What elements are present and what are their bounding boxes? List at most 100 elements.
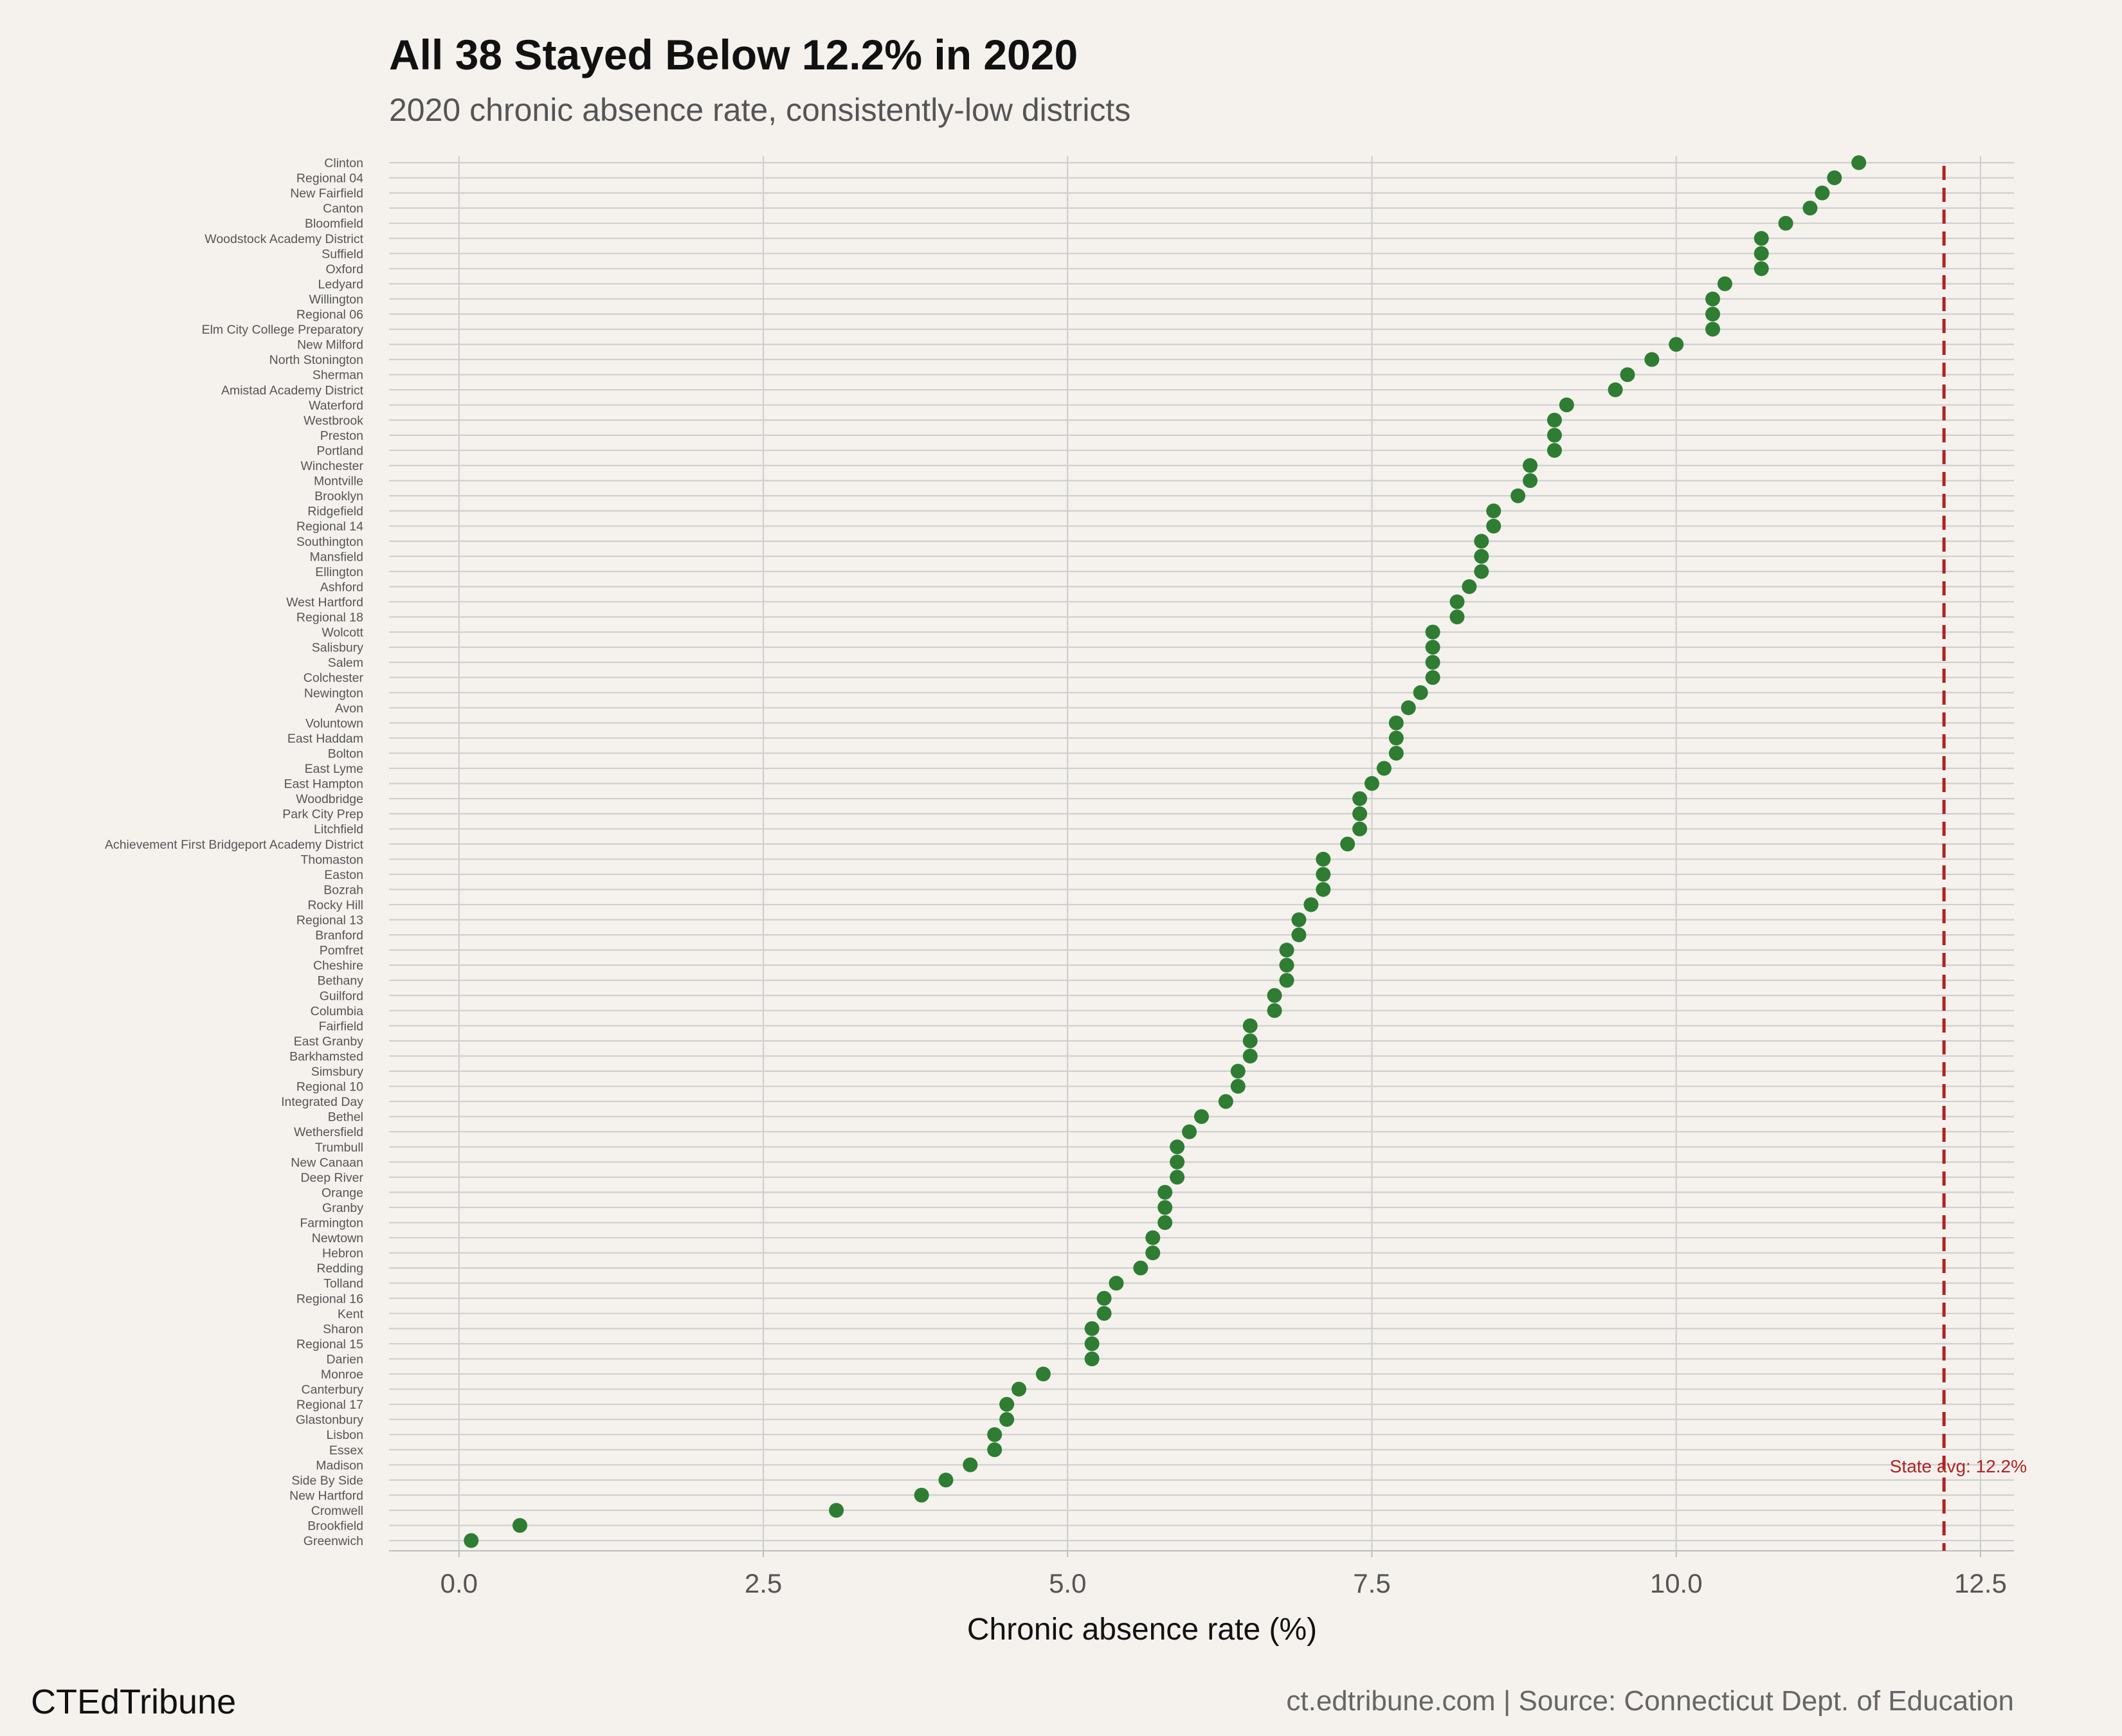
y-tick-label: Barkhamsted [289,1049,363,1063]
data-point [1340,836,1356,852]
data-point [1316,882,1331,897]
y-tick-label: Sharon [323,1322,363,1336]
y-tick-label: New Hartford [289,1488,363,1503]
y-tick-label: Trumbull [315,1141,363,1155]
y-tick-label: Salisbury [312,641,363,655]
y-tick-label: Deep River [300,1171,363,1185]
y-tick-label: Regional 10 [296,1080,363,1094]
data-point [1218,1094,1233,1109]
data-point [1717,276,1732,291]
y-tick-label: New Fairfield [290,186,363,201]
y-tick-label: Winchester [300,459,363,473]
y-tick-label: Mansfield [310,550,363,564]
y-tick-label: Colchester [304,671,364,685]
state-average-label: State avg: 12.2% [1890,1456,2027,1476]
y-tick-label: Farmington [300,1216,363,1231]
y-tick-label: Rocky Hill [307,898,363,912]
y-tick-label: East Hampton [284,777,363,791]
y-tick-label: Newington [304,686,363,700]
x-tick-label: 10.0 [1650,1568,1703,1598]
y-tick-label: Columbia [311,1004,364,1018]
data-point [1316,867,1331,882]
y-tick-label: Elm City College Preparatory [202,323,364,337]
data-point [1644,352,1660,367]
data-point [1316,851,1331,867]
y-tick-label: Canton [323,202,363,216]
data-point [987,1442,1002,1458]
y-tick-label: Bolton [328,746,363,761]
source-footer: ct.edtribune.com | Source: Connecticut D… [1286,1685,2014,1717]
data-point [1279,943,1294,958]
y-tick-label: Pomfret [320,944,364,958]
data-point [1546,428,1562,443]
y-tick-label: Simsbury [311,1065,364,1079]
y-tick-label: Bethany [317,974,363,988]
data-point [1267,988,1282,1003]
y-tick-label: East Granby [294,1035,364,1049]
data-point [914,1487,929,1503]
y-tick-label: Regional 16 [296,1292,363,1306]
y-tick-label: Monroe [321,1368,363,1382]
data-point [1157,1200,1173,1215]
y-tick-label: Oxford [325,262,363,276]
y-tick-label: North Stonington [269,353,363,367]
y-tick-label: Branford [315,928,363,943]
data-point [1413,685,1428,700]
y-tick-label: Hebron [322,1247,363,1261]
data-point [1096,1290,1112,1306]
data-point [1376,761,1392,776]
brand-logo: CTEdTribune [31,1683,236,1721]
y-tick-label: New Milford [297,338,363,352]
y-tick-label: Lisbon [327,1428,363,1442]
data-point [1754,246,1769,261]
y-tick-label: East Lyme [305,762,363,776]
y-tick-label: Orange [322,1186,363,1200]
data-point [1145,1230,1161,1245]
data-point [1754,261,1769,276]
y-tick-label: Woodstock Academy District [204,232,363,246]
x-tick-label: 12.5 [1954,1568,2007,1598]
data-point [1352,806,1368,822]
data-point [1230,1079,1246,1094]
y-tick-label: Avon [335,701,363,716]
y-tick-label: West Hartford [286,595,363,610]
data-point [1352,791,1368,806]
data-point [1425,624,1440,640]
data-point [1815,185,1830,201]
y-tick-label: Ridgefield [307,505,363,519]
data-point [1778,215,1793,231]
y-tick-label: Thomaston [300,853,363,867]
data-point [1182,1124,1197,1139]
y-tick-label: Southington [296,535,363,549]
data-point [1425,670,1440,685]
data-point [1425,655,1440,670]
data-point [1523,473,1538,489]
data-point [1449,594,1465,610]
data-point [1486,503,1501,519]
y-tick-label: Preston [320,429,363,443]
data-point [1291,912,1307,927]
y-tick-label: Willington [309,293,363,307]
data-point [963,1457,978,1472]
chart-subtitle: 2020 chronic absence rate, consistently-… [389,92,1130,128]
y-tick-label: Clinton [324,156,363,170]
data-point [1279,973,1294,988]
data-point [1170,1170,1185,1185]
data-point [829,1503,844,1518]
y-tick-label: Redding [316,1261,363,1276]
y-tick-label: Salem [328,656,363,670]
data-point [1474,548,1489,564]
y-tick-label: Essex [329,1443,363,1458]
data-point [1194,1109,1209,1125]
data-point [1754,231,1769,246]
y-tick-label: Integrated Day [281,1095,363,1109]
y-tick-label: Wolcott [322,626,363,640]
x-tick-label: 7.5 [1353,1568,1390,1598]
data-point [1291,927,1307,943]
y-tick-label: Brooklyn [314,489,363,503]
data-point [1705,307,1721,321]
y-tick-label: Easton [324,868,363,882]
data-point [938,1472,954,1488]
